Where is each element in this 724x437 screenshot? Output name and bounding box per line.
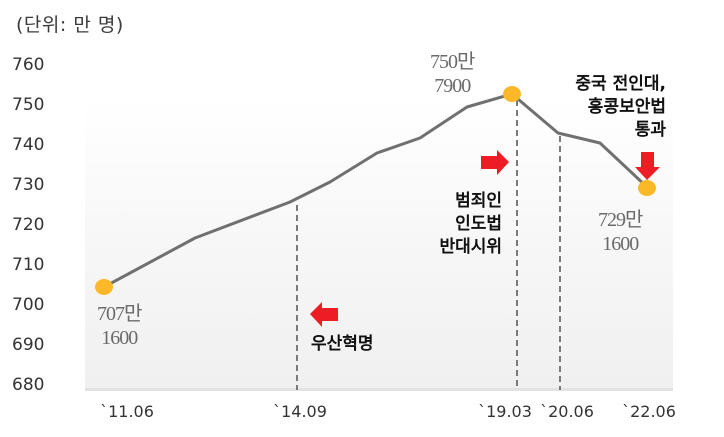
y-tick-750: 750 [12,95,45,115]
y-tick-700: 700 [12,295,45,315]
x-tick-20-06: `20.06 [540,402,594,421]
x-tick-11-06: `11.06 [100,402,154,421]
annotation-line: 반대시위 [439,237,502,257]
value-label-start-line2: 1600 [101,327,138,349]
y-tick-760: 760 [12,55,45,75]
y-tick-680: 680 [12,375,45,395]
y-tick-690: 690 [12,335,45,355]
annotation-extradition-protest: 범죄인 인도법 반대시위 [422,190,502,259]
annotation-line: 중국 전인대, [575,74,666,94]
y-tick-710: 710 [12,255,45,275]
unit-label: (단위: 만 명) [16,14,124,36]
arrow-left-icon [310,302,338,327]
annotation-line: 인도법 [455,214,502,234]
x-tick-19-03: `19.03 [478,402,532,421]
x-axis-line [85,388,673,391]
y-tick-740: 740 [12,135,45,155]
value-label-start: 707만 1600 [97,302,142,350]
x-tick-22-06: `22.06 [622,402,676,421]
value-label-peak-line1: 750만 [430,51,475,73]
x-tick-14-09: `14.09 [273,402,327,421]
value-label-start-line1: 707만 [97,303,142,325]
annotation-line: 우산혁명 [311,334,374,354]
annotation-line: 홍콩보안법 [587,97,666,117]
annotation-security-law: 중국 전인대, 홍콩보안법 통과 [548,73,666,142]
value-label-end-line1: 729만 [598,209,643,231]
marker-point-end [638,180,656,196]
annotation-line: 통과 [634,120,666,140]
value-label-end: 729만 1600 [598,208,643,256]
annotation-line: 범죄인 [455,191,502,211]
marker-point-peak [503,86,521,102]
population-line [103,92,649,289]
marker-point-start [95,279,113,295]
value-label-end-line2: 1600 [602,233,639,255]
y-tick-720: 720 [12,215,45,235]
annotation-umbrella-revolution: 우산혁명 [311,333,374,356]
y-tick-730: 730 [12,175,45,195]
value-label-peak: 750만 7900 [430,50,475,98]
arrow-down-icon [635,152,660,180]
arrow-right-icon [481,150,509,175]
value-label-peak-line2: 7900 [434,75,471,97]
